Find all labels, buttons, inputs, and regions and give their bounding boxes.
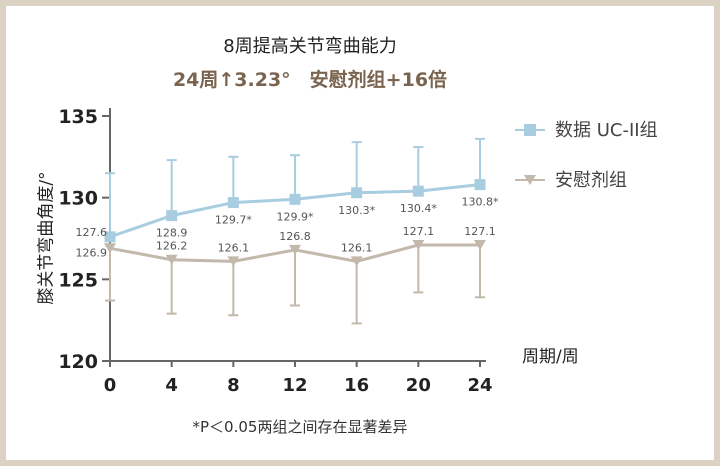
legend-label-placebo: 安慰剂组: [555, 166, 627, 192]
x-tick-label: 24: [467, 375, 492, 396]
y-tick-label: 125: [58, 269, 98, 291]
data-point-uc2: [351, 187, 362, 198]
data-point-uc2: [228, 197, 239, 208]
footnote: *P＜0.05两组之间存在显著差异: [0, 416, 600, 437]
data-label-placebo: 126.1: [341, 241, 373, 254]
x-tick-label: 4: [165, 375, 178, 396]
y-tick-label: 135: [58, 106, 98, 128]
data-label-placebo: 126.9: [76, 246, 108, 259]
legend-triangle-icon: [524, 174, 536, 186]
data-label-placebo: 126.2: [156, 240, 188, 253]
data-point-uc2: [290, 194, 301, 205]
x-tick-label: 0: [104, 375, 117, 396]
y-tick-label: 120: [58, 351, 98, 373]
data-label-uc2: 130.8*: [462, 196, 499, 209]
data-label-uc2: 129.7*: [215, 214, 252, 227]
data-label-uc2: 127.6: [76, 226, 108, 239]
legend-label-uc2: 数据 UC-II组: [555, 116, 658, 142]
data-label-uc2: 128.9: [156, 227, 188, 240]
data-point-uc2: [475, 179, 486, 190]
x-tick-label: 20: [406, 375, 431, 396]
y-axis-title: 膝关节弯曲角度/°: [32, 171, 57, 304]
legend-square-icon: [524, 124, 536, 136]
x-axis-title: 周期/周: [522, 342, 579, 367]
data-point-uc2: [413, 186, 424, 197]
x-tick-label: 16: [344, 375, 369, 396]
data-label-placebo: 127.1: [403, 225, 435, 238]
x-tick-label: 8: [227, 375, 240, 396]
data-label-uc2: 129.9*: [277, 210, 314, 223]
y-tick-label: 130: [58, 188, 98, 210]
data-label-placebo: 127.1: [464, 225, 496, 238]
data-label-uc2: 130.3*: [338, 204, 375, 217]
data-label-placebo: 126.8: [279, 230, 311, 243]
x-tick-label: 12: [282, 375, 307, 396]
data-label-uc2: 130.4*: [400, 202, 437, 215]
data-label-placebo: 126.1: [218, 241, 250, 254]
data-point-uc2: [166, 210, 177, 221]
